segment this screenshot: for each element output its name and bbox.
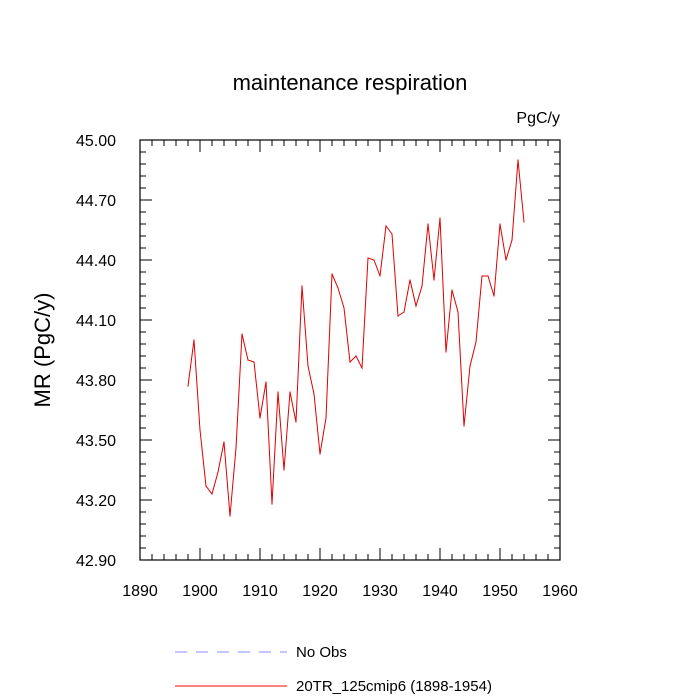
- legend-label: No Obs: [296, 644, 347, 661]
- data-point: [283, 469, 285, 471]
- data-point: [499, 223, 501, 225]
- data-point: [517, 159, 519, 161]
- data-point: [289, 391, 291, 393]
- x-tick-label: 1930: [362, 583, 398, 600]
- data-point: [409, 279, 411, 281]
- x-tick-label: 1940: [422, 583, 458, 600]
- x-tick-label: 1910: [242, 583, 278, 600]
- data-point: [475, 341, 477, 343]
- y-tick-label: 43.20: [76, 493, 116, 510]
- data-point: [427, 223, 429, 225]
- y-tick-label: 42.90: [76, 553, 116, 570]
- data-point: [337, 287, 339, 289]
- data-point: [301, 285, 303, 287]
- y-tick-label: 45.00: [76, 133, 116, 150]
- data-point: [313, 393, 315, 395]
- data-point: [199, 429, 201, 431]
- data-point: [331, 273, 333, 275]
- data-point: [241, 333, 243, 335]
- series-group: [187, 159, 525, 517]
- y-axis-label: MR (PgC/y): [30, 293, 55, 408]
- data-point: [325, 417, 327, 419]
- data-point: [451, 289, 453, 291]
- data-point: [367, 257, 369, 259]
- chart-title: maintenance respiration: [233, 70, 468, 95]
- data-point: [343, 307, 345, 309]
- data-point: [277, 391, 279, 393]
- data-point: [421, 285, 423, 287]
- series-line: [187, 159, 525, 517]
- x-tick-label: 1900: [182, 583, 218, 600]
- data-point: [385, 225, 387, 227]
- y-tick-label: 44.70: [76, 193, 116, 210]
- data-point: [265, 381, 267, 383]
- y-tick-label: 44.10: [76, 313, 116, 330]
- data-point: [397, 315, 399, 317]
- x-tick-label: 1920: [302, 583, 338, 600]
- x-tick-label: 1950: [482, 583, 518, 600]
- axis-tick-labels: 1890 1900 1910 1920 1930 1940 1950 1960 42.90 43.…: [76, 133, 578, 600]
- data-point: [259, 417, 261, 419]
- data-point: [493, 295, 495, 297]
- data-point: [235, 447, 237, 449]
- x-tick-label: 1960: [542, 583, 578, 600]
- data-point: [463, 425, 465, 427]
- plot-frame: [139, 139, 561, 561]
- legend: No Obs 20TR_125cmip6 (1898-1954): [175, 644, 492, 695]
- data-point: [217, 471, 219, 473]
- data-point: [391, 233, 393, 235]
- data-point: [247, 359, 249, 361]
- data-point: [229, 515, 231, 517]
- data-point: [205, 485, 207, 487]
- data-point: [445, 351, 447, 353]
- data-point: [223, 441, 225, 443]
- data-point: [457, 311, 459, 313]
- y-tick-label: 43.50: [76, 433, 116, 450]
- data-point: [481, 275, 483, 277]
- data-point: [253, 361, 255, 363]
- data-point: [355, 355, 357, 357]
- y-tick-label: 44.40: [76, 253, 116, 270]
- data-point: [361, 367, 363, 369]
- data-point: [403, 311, 405, 313]
- data-point: [271, 503, 273, 505]
- data-point: [433, 279, 435, 281]
- data-point: [469, 365, 471, 367]
- data-point: [319, 453, 321, 455]
- x-tick-label: 1890: [122, 583, 158, 600]
- data-point: [187, 385, 189, 387]
- data-point: [307, 365, 309, 367]
- data-point: [379, 275, 381, 277]
- axis-ticks: [139, 139, 561, 561]
- data-point: [349, 361, 351, 363]
- data-point: [295, 421, 297, 423]
- legend-label: 20TR_125cmip6 (1898-1954): [296, 678, 492, 695]
- data-point: [193, 339, 195, 341]
- data-point: [505, 259, 507, 261]
- data-point: [523, 221, 525, 223]
- units-label: PgC/y: [516, 110, 560, 127]
- data-point: [211, 493, 213, 495]
- data-point: [511, 239, 513, 241]
- data-point: [415, 305, 417, 307]
- data-point: [373, 259, 375, 261]
- data-point: [487, 275, 489, 277]
- y-tick-label: 43.80: [76, 373, 116, 390]
- data-point: [439, 217, 441, 219]
